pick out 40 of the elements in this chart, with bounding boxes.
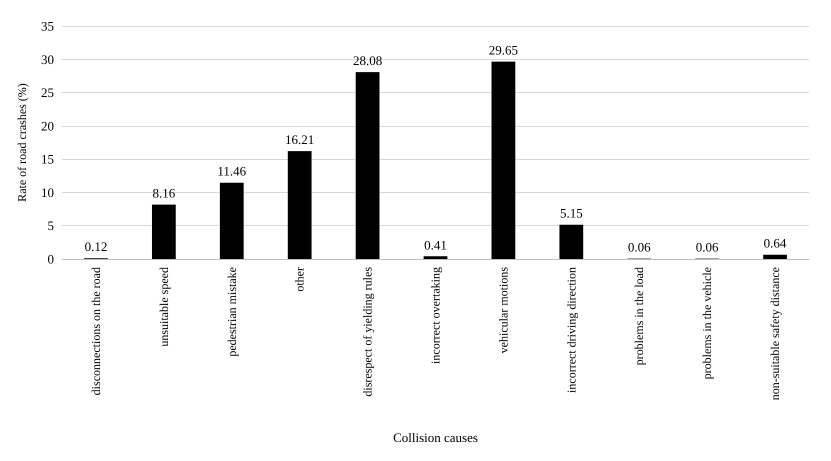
x-tick-label: disrespect of yielding rules bbox=[360, 266, 375, 397]
y-tick-label: 10 bbox=[41, 184, 54, 200]
bar bbox=[356, 72, 380, 259]
data-label: 11.46 bbox=[217, 164, 247, 179]
bar bbox=[763, 254, 787, 259]
x-tick-label: unsuitable speed bbox=[156, 267, 171, 347]
y-tick-label: 25 bbox=[41, 85, 54, 100]
data-label: 29.65 bbox=[488, 42, 518, 58]
bar bbox=[492, 62, 516, 259]
y-axis-title: Rate of road crashes (%) bbox=[15, 83, 29, 202]
y-tick-label: 20 bbox=[41, 118, 54, 134]
x-tick-label: vehicular motions bbox=[496, 266, 510, 354]
data-label: 5.15 bbox=[560, 206, 583, 221]
data-label: 0.64 bbox=[764, 236, 787, 251]
y-tick-label: 30 bbox=[41, 52, 54, 67]
x-tick-label: non-suitable safety distance bbox=[768, 267, 782, 400]
x-tick-label: other bbox=[292, 266, 307, 292]
data-label: 16.21 bbox=[285, 132, 314, 148]
data-label: 0.06 bbox=[696, 240, 720, 255]
data-label: 0.06 bbox=[628, 240, 652, 255]
x-tick-label: incorrect overtaking bbox=[428, 267, 442, 364]
y-tick-label: 0 bbox=[48, 252, 54, 266]
x-tick-label: incorrect driving direction bbox=[564, 267, 578, 393]
bar bbox=[220, 182, 244, 259]
y-tick-label: 15 bbox=[41, 152, 54, 167]
bar bbox=[288, 151, 312, 259]
x-tick-label: pedestrian mistake bbox=[224, 267, 239, 357]
y-tick-label: 5 bbox=[48, 218, 54, 234]
data-label: 28.08 bbox=[352, 53, 382, 68]
x-tick-label: disconnections on the road bbox=[88, 267, 103, 396]
bar bbox=[424, 256, 448, 259]
bar bbox=[559, 224, 584, 259]
x-tick-label: problems in the vehicle bbox=[700, 267, 714, 380]
data-label: 0.12 bbox=[84, 239, 108, 254]
data-label: 8.16 bbox=[152, 186, 176, 201]
x-tick-label: problems in the load bbox=[632, 267, 646, 366]
bar bbox=[152, 204, 176, 259]
data-label: 0.41 bbox=[424, 237, 447, 252]
x-axis-title: Collision causes bbox=[393, 430, 478, 445]
y-tick-label: 35 bbox=[41, 18, 54, 34]
